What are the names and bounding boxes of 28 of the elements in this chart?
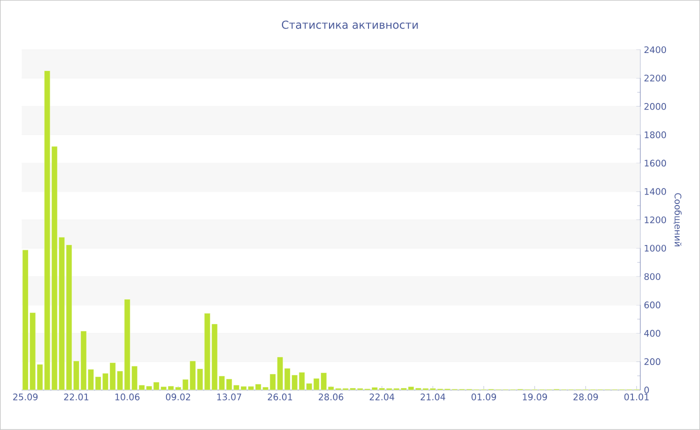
y-tick-label: 2000: [644, 103, 666, 110]
x-tick-label: 19.09: [522, 394, 547, 400]
x-tick-label: 13.07: [217, 394, 242, 400]
y-tick-label: 0: [644, 386, 649, 394]
y-tick-label: 1400: [644, 188, 666, 196]
x-tick-label: 01.09: [472, 394, 496, 400]
x-tick-label: 01.01: [624, 394, 649, 400]
y-tick-label: 1000: [644, 244, 666, 252]
y-tick-label: 1200: [644, 216, 666, 224]
y-tick-label: 2200: [644, 74, 666, 82]
x-tick-label: 22.01: [64, 394, 88, 400]
x-tick-label: 09.02: [166, 394, 190, 400]
y-tick-label: 800: [644, 273, 660, 280]
x-tick-label: 21.04: [420, 394, 446, 400]
chart-title: Статистика активности: [282, 20, 418, 29]
y-tick-label: 600: [644, 302, 660, 308]
x-tick-label: 10.06: [115, 394, 140, 400]
y-axis-title: Сообщений: [673, 193, 682, 246]
y-tick-label: 400: [644, 330, 660, 337]
y-tick-label: 1600: [644, 160, 666, 167]
y-tick-label: 1800: [644, 132, 666, 138]
x-tick-label: 28.06: [318, 394, 344, 400]
x-tick-label: 28.09: [573, 394, 598, 400]
y-tick-label: 200: [644, 358, 660, 366]
x-tick-label: 25.09: [13, 394, 38, 400]
y-tick-label: 2400: [644, 46, 666, 54]
x-tick-label: 22.04: [370, 394, 394, 400]
x-tick-label: 26.01: [268, 394, 292, 400]
